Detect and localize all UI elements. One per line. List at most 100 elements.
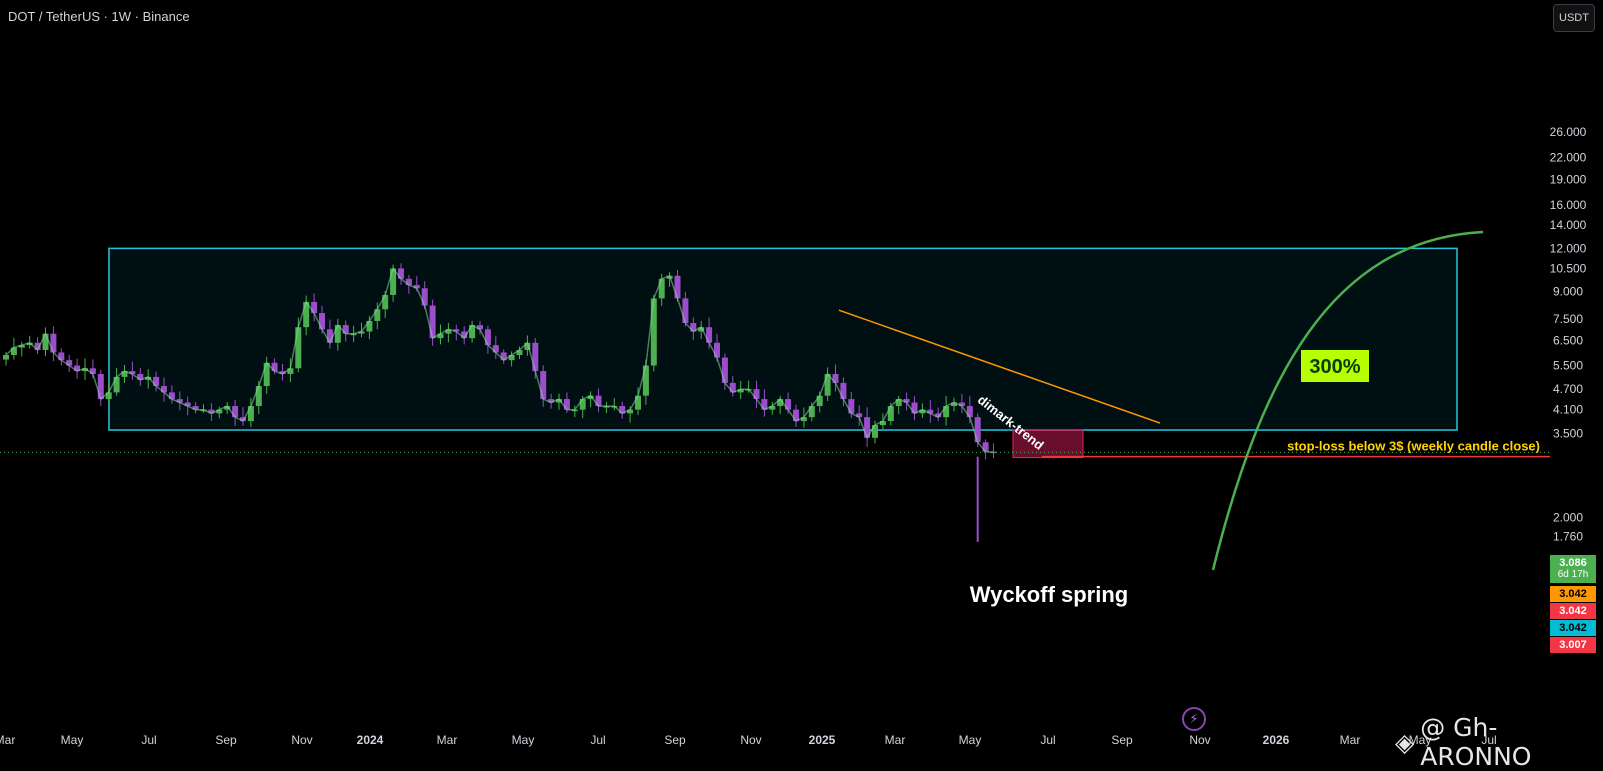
candle-body	[168, 392, 175, 400]
candle-body	[706, 327, 713, 343]
y-tick-label: 16.000	[1550, 198, 1587, 212]
y-tick-label: 4.700	[1553, 382, 1583, 396]
x-tick-label: Mar	[0, 733, 15, 747]
candle-body	[153, 376, 160, 386]
candle-body	[919, 409, 926, 414]
candle-body	[453, 329, 460, 332]
candle-body	[627, 409, 634, 414]
candle-body	[390, 268, 397, 295]
candle-body	[785, 399, 792, 410]
candle-body	[240, 417, 246, 422]
price-tag-orange: 3.042	[1550, 586, 1596, 602]
y-tick-label: 12.000	[1550, 241, 1587, 255]
price-tag-red: 3.042	[1550, 603, 1596, 619]
lightning-icon[interactable]: ⚡	[1182, 707, 1206, 731]
candle-body	[358, 331, 365, 334]
y-tick-label: 3.500	[1553, 426, 1583, 440]
candle-body	[548, 399, 555, 403]
x-tick-label: Nov	[1189, 733, 1210, 747]
stop-loss-label: stop-loss below 3$ (weekly candle close)	[1287, 439, 1540, 454]
candle-body	[532, 342, 539, 372]
candle-body	[563, 399, 570, 410]
candle-body	[840, 382, 847, 400]
candle-body	[374, 309, 381, 321]
candle-body	[856, 413, 863, 418]
candle-body	[295, 327, 302, 369]
watermark: ◈ @ Gh-ARONNO	[1395, 713, 1603, 771]
diamond-logo-icon: ◈	[1395, 727, 1415, 757]
candle-body	[326, 329, 333, 343]
wyckoff-spring-label: Wyckoff spring	[970, 582, 1129, 607]
candle-body	[737, 389, 744, 393]
currency-button[interactable]: USDT	[1553, 4, 1595, 32]
candle-body	[413, 285, 420, 289]
candle-body	[895, 399, 902, 407]
last-price-value: 3.086	[1559, 557, 1587, 569]
candle-body	[911, 402, 918, 414]
y-tick-label: 1.760	[1553, 530, 1583, 544]
candle-body	[808, 406, 815, 418]
candle-body	[966, 406, 973, 418]
candle-body	[271, 362, 278, 372]
candle-body	[935, 413, 942, 418]
candle-body	[658, 278, 665, 299]
candle-body	[872, 425, 878, 438]
candle-body	[982, 442, 989, 452]
y-tick-label: 5.500	[1553, 359, 1583, 373]
candle-body	[89, 368, 96, 374]
candle-body	[303, 301, 310, 328]
candle-body	[34, 342, 41, 350]
candle-body	[469, 325, 476, 339]
candle-body	[461, 331, 468, 339]
x-tick-label: Mar	[1340, 733, 1361, 747]
y-tick-label: 9.000	[1553, 285, 1583, 299]
spring-box	[1012, 429, 1084, 459]
x-tick-label: 2026	[1263, 733, 1290, 747]
candle-body	[484, 329, 491, 346]
candle-body	[224, 406, 231, 410]
candle-body	[216, 409, 223, 414]
candle-body	[192, 406, 199, 410]
candle-body	[247, 406, 254, 422]
x-tick-label: May	[512, 733, 535, 747]
candle-body	[516, 349, 523, 356]
candle-body	[405, 278, 412, 286]
y-tick-label: 4.100	[1553, 403, 1583, 417]
symbol-title[interactable]: DOT / TetherUS · 1W · Binance	[8, 9, 190, 24]
candle-body	[887, 406, 894, 422]
y-tick-label: 22.000	[1550, 150, 1587, 164]
candle-body	[619, 406, 626, 414]
candle-body	[74, 365, 81, 372]
x-tick-label: Mar	[885, 733, 906, 747]
candle-body	[951, 402, 957, 407]
candle-body	[161, 385, 167, 393]
x-tick-label: May	[61, 733, 84, 747]
candle-body	[824, 373, 831, 396]
candle-body	[477, 325, 483, 330]
candle-body	[690, 323, 697, 332]
x-tick-label: May	[1409, 733, 1432, 747]
candle-body	[879, 421, 886, 426]
candle-body	[650, 298, 657, 366]
candle-body	[524, 342, 531, 350]
candle-body	[97, 373, 104, 400]
candle-body	[958, 402, 965, 407]
last-price-tag: 3.086 6d 17h	[1550, 555, 1596, 583]
x-tick-label: Jul	[141, 733, 156, 747]
candle-body	[121, 371, 128, 377]
candle-body	[769, 406, 776, 410]
candle-body	[943, 406, 950, 418]
candle-body	[927, 409, 934, 414]
candle-body	[176, 399, 183, 403]
target-badge	[1301, 350, 1369, 382]
candle-body	[579, 399, 586, 410]
candle-body	[587, 395, 594, 400]
candle-body	[208, 409, 215, 414]
candle-body	[635, 395, 641, 410]
candle-body	[800, 417, 807, 422]
x-tick-label: Jul	[1040, 733, 1055, 747]
candle-body	[556, 399, 562, 403]
y-tick-label: 6.500	[1553, 333, 1583, 347]
candle-body	[366, 320, 373, 332]
price-chart[interactable]: 26.000 22.000 19.000 16.000 14.000 12.000 10.5…	[0, 0, 1603, 752]
